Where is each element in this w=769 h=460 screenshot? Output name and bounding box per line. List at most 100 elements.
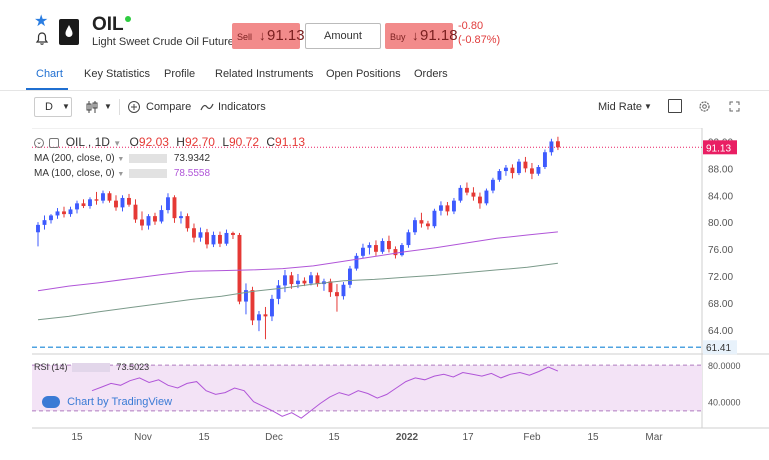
candle-body xyxy=(497,171,502,180)
candle-body xyxy=(270,298,274,317)
rsi-label: RSI (14) xyxy=(34,362,68,372)
time-tick-label: 2022 xyxy=(396,432,419,443)
candle-body xyxy=(192,228,196,238)
rsi-legend: RSI (14) 73.5023 xyxy=(34,362,150,373)
buy-button[interactable]: Buy ↓ 91.18 xyxy=(385,23,458,49)
candle-body xyxy=(289,275,294,285)
oil-barrel-icon xyxy=(59,19,79,45)
ma200-controls-icon[interactable] xyxy=(129,153,168,163)
tab-profile[interactable]: Profile xyxy=(164,68,196,80)
candle-body xyxy=(464,187,469,193)
compare-plus-icon[interactable] xyxy=(127,100,141,114)
candle-body xyxy=(88,199,92,207)
low-value: 90.72 xyxy=(229,135,260,149)
watermark-text: Chart by TradingView xyxy=(67,396,173,408)
symbol-description: Light Sweet Crude Oil Futures xyxy=(92,36,240,48)
interval-dropdown[interactable]: D ▼ xyxy=(34,97,72,117)
instrument-tabs: Chart Key Statistics Profile Related Ins… xyxy=(0,60,769,91)
candle-body xyxy=(419,220,424,224)
legend-settings-icon[interactable] xyxy=(49,137,60,148)
tab-key-statistics[interactable]: Key Statistics xyxy=(84,68,151,80)
ma100-line xyxy=(37,231,558,292)
candle-body xyxy=(451,200,456,212)
ma100-label: MA (100, close, 0) xyxy=(34,168,115,179)
candle-body xyxy=(523,161,528,169)
time-tick-label: Nov xyxy=(134,432,152,443)
market-open-indicator xyxy=(125,16,131,22)
price-tick-label: 72.00 xyxy=(708,272,733,283)
legend-collapse-icon[interactable]: ⌄ xyxy=(34,137,44,148)
candle-body xyxy=(166,197,170,211)
candle-body xyxy=(425,223,430,227)
tab-chart[interactable]: Chart xyxy=(36,68,63,80)
chevron-down-icon[interactable]: ▼ xyxy=(117,156,125,163)
time-tick-label: 15 xyxy=(587,432,599,443)
high-label: H xyxy=(176,135,185,149)
indicators-button[interactable]: Indicators xyxy=(218,101,266,113)
candle-body xyxy=(361,247,365,256)
low-label: L xyxy=(222,135,229,149)
buy-price: 91.18 xyxy=(420,27,458,44)
last-price-tag xyxy=(703,140,737,155)
chevron-down-icon: ▼ xyxy=(644,102,652,111)
candle-body xyxy=(198,232,203,238)
rsi-tick-label: 80.0000 xyxy=(708,361,741,371)
fullscreen-icon[interactable] xyxy=(729,101,740,112)
chevron-down-icon[interactable]: ▼ xyxy=(117,171,125,178)
candle-body xyxy=(516,161,521,174)
candle-body xyxy=(348,268,352,285)
sell-label: Sell xyxy=(237,32,253,42)
candle-body xyxy=(237,234,242,302)
candle-body xyxy=(490,179,495,191)
candle-body xyxy=(432,210,437,227)
candle-body xyxy=(283,275,287,286)
candle-body xyxy=(68,209,73,215)
candle-body xyxy=(555,141,560,148)
candle-body xyxy=(335,292,339,297)
candle-body xyxy=(120,197,125,208)
price-tick-label: 80.00 xyxy=(708,218,733,229)
candle-body xyxy=(114,200,118,208)
ohlc-legend: ⌄ OIL , 1D ▼ O92.03 H92.70 L90.72 C91.13 xyxy=(34,135,305,149)
rsi-value: 73.5023 xyxy=(116,362,150,372)
amount-input[interactable]: Amount xyxy=(305,23,381,49)
chart-canvas[interactable]: 92.0088.0084.0080.0076.0072.0068.0064.00… xyxy=(32,127,769,453)
ma200-value: 73.9342 xyxy=(173,153,211,164)
candle-body xyxy=(412,220,417,233)
dashed-level-tag xyxy=(703,340,737,355)
buy-down-arrow-icon: ↓ xyxy=(412,28,419,43)
time-tick-label: 15 xyxy=(198,432,210,443)
chevron-down-icon[interactable]: ▼ xyxy=(104,102,112,111)
price-tick-label: 64.00 xyxy=(708,326,733,337)
price-chart[interactable]: 92.0088.0084.0080.0076.0072.0068.0064.00… xyxy=(32,127,769,453)
candle-body xyxy=(484,190,489,204)
alert-bell-icon[interactable] xyxy=(35,32,49,46)
time-tick-label: Feb xyxy=(523,432,541,443)
ma200-line xyxy=(37,262,558,321)
ma100-controls-icon[interactable] xyxy=(129,168,168,178)
candle-body xyxy=(211,234,216,245)
tab-related-instruments[interactable]: Related Instruments xyxy=(215,68,314,80)
candle-body xyxy=(406,232,411,246)
sell-button[interactable]: Sell ↓ 91.13 xyxy=(232,23,305,49)
time-tick-label: 15 xyxy=(328,432,340,443)
chevron-down-icon[interactable]: ▼ xyxy=(113,139,122,148)
candle-body xyxy=(49,215,53,221)
legend-title: OIL , 1D xyxy=(65,135,110,149)
indicators-icon[interactable] xyxy=(200,101,214,113)
settings-gear-icon[interactable] xyxy=(698,100,711,113)
candle-body xyxy=(140,219,144,226)
tab-orders[interactable]: Orders xyxy=(414,68,448,80)
candle-body xyxy=(75,203,79,210)
tab-open-positions[interactable]: Open Positions xyxy=(326,68,401,80)
rsi-controls-icon[interactable] xyxy=(72,363,111,373)
compare-button[interactable]: Compare xyxy=(146,101,192,113)
candle-body xyxy=(205,232,209,245)
snapshot-square-icon[interactable] xyxy=(668,99,682,113)
tradingview-watermark[interactable]: Chart by TradingView xyxy=(42,396,173,409)
watchlist-star-icon[interactable]: ★ xyxy=(34,13,49,30)
candle-body xyxy=(172,197,177,219)
rate-dropdown[interactable]: Mid Rate ▼ xyxy=(594,97,656,117)
candle-style-icon[interactable] xyxy=(86,100,98,114)
candle-body xyxy=(81,203,86,207)
